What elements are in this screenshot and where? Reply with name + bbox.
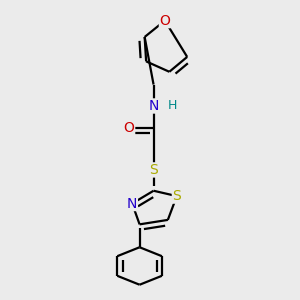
Text: H: H xyxy=(168,100,177,112)
Text: S: S xyxy=(172,189,181,203)
Text: S: S xyxy=(149,163,158,177)
Text: O: O xyxy=(159,14,170,28)
Text: N: N xyxy=(127,196,137,211)
Text: O: O xyxy=(124,121,135,135)
Text: N: N xyxy=(148,99,159,113)
